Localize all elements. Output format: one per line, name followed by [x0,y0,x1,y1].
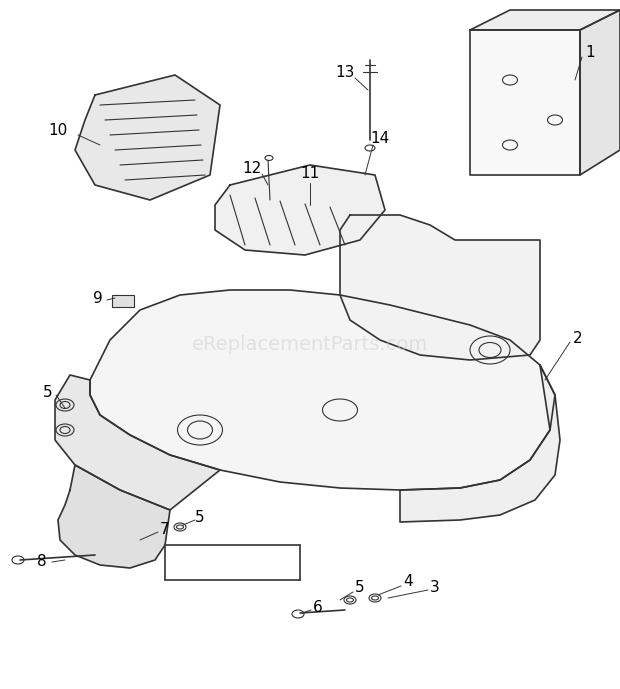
Text: 5: 5 [195,511,205,526]
Text: 9: 9 [93,291,103,305]
Text: 8: 8 [37,555,47,570]
Text: 5: 5 [355,581,365,595]
Polygon shape [470,10,620,30]
Polygon shape [400,365,560,522]
Text: 12: 12 [242,161,262,176]
Text: 14: 14 [370,130,389,145]
Text: 6: 6 [313,601,323,615]
Polygon shape [90,290,555,490]
Text: 2: 2 [573,331,583,345]
Text: 13: 13 [335,65,355,79]
Polygon shape [55,375,220,510]
Text: 7: 7 [160,522,170,537]
Bar [112,295,134,307]
Polygon shape [340,215,540,360]
Text: eReplacementParts.com: eReplacementParts.com [192,334,428,353]
Text: 11: 11 [300,165,320,181]
Polygon shape [215,165,385,255]
Text: 4: 4 [403,575,413,590]
Polygon shape [75,75,220,200]
Text: 5: 5 [43,384,53,400]
Polygon shape [470,30,580,175]
Text: 1: 1 [585,45,595,59]
Text: 10: 10 [48,123,68,138]
Text: 3: 3 [430,581,440,595]
Polygon shape [580,10,620,175]
Polygon shape [58,465,170,568]
